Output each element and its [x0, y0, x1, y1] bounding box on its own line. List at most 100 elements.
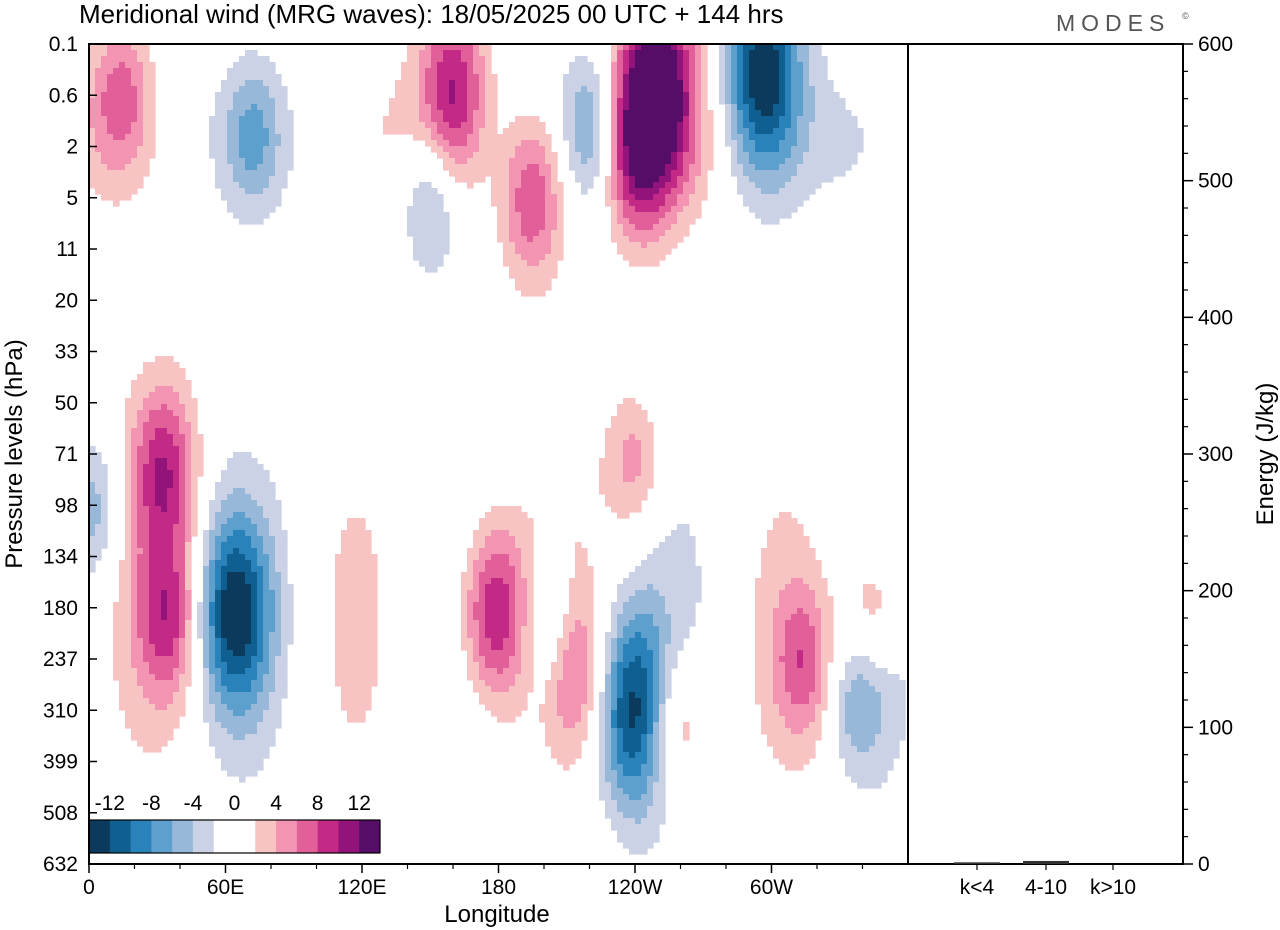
heatmap-cell	[179, 458, 186, 465]
heatmap-cell	[209, 500, 216, 507]
heatmap-cell	[251, 620, 258, 627]
heatmap-cell	[533, 200, 540, 207]
heatmap-cell	[149, 662, 156, 669]
heatmap-cell	[635, 224, 642, 231]
heatmap-cell	[491, 596, 498, 603]
heatmap-cell	[545, 170, 552, 177]
heatmap-cell	[131, 536, 138, 543]
heatmap-cell	[221, 188, 228, 195]
heatmap-cell	[413, 212, 420, 219]
heatmap-cell	[155, 362, 162, 369]
heatmap-cell	[275, 644, 282, 651]
heatmap-cell	[149, 152, 156, 159]
heatmap-cell	[641, 134, 648, 141]
heatmap-cell	[101, 146, 108, 153]
heatmap-cell	[407, 212, 414, 219]
heatmap-cell	[407, 86, 414, 93]
heatmap-cell	[755, 674, 762, 681]
heatmap-cell	[719, 92, 726, 99]
heatmap-cell	[155, 656, 162, 663]
heatmap-cell	[455, 86, 462, 93]
heatmap-cell	[509, 170, 516, 177]
heatmap-cell	[479, 578, 486, 585]
heatmap-cell	[425, 242, 432, 249]
heatmap-cell	[167, 410, 174, 417]
heatmap-cell	[491, 92, 498, 99]
heatmap-cell	[515, 632, 522, 639]
heatmap-cell	[143, 542, 150, 549]
heatmap-cell	[725, 122, 732, 129]
heatmap-cell	[521, 614, 528, 621]
heatmap-cell	[449, 116, 456, 123]
heatmap-cell	[233, 68, 240, 75]
heatmap-cell	[665, 86, 672, 93]
heatmap-cell	[761, 674, 768, 681]
heatmap-cell	[443, 164, 450, 171]
heatmap-cell	[503, 578, 510, 585]
heatmap-cell	[485, 554, 492, 561]
heatmap-cell	[203, 584, 210, 591]
heatmap-cell	[683, 140, 690, 147]
heatmap-cell	[269, 194, 276, 201]
heatmap-cell	[527, 134, 534, 141]
heatmap-cell	[227, 584, 234, 591]
heatmap-cell	[419, 74, 426, 81]
heatmap-cell	[167, 536, 174, 543]
heatmap-cell	[125, 428, 132, 435]
heatmap-cell	[239, 116, 246, 123]
heatmap-cell	[647, 650, 654, 657]
heatmap-cell	[263, 494, 270, 501]
heatmap-cell	[209, 626, 216, 633]
heatmap-cell	[149, 104, 156, 111]
heatmap-cell	[587, 80, 594, 87]
heatmap-cell	[281, 608, 288, 615]
heatmap-cell	[587, 128, 594, 135]
heatmap-cell	[797, 170, 804, 177]
heatmap-cell	[581, 164, 588, 171]
heatmap-cell	[731, 140, 738, 147]
heatmap-cell	[587, 656, 594, 663]
heatmap-cell	[113, 620, 120, 627]
heatmap-cell	[251, 572, 258, 579]
heatmap-cell	[629, 176, 636, 183]
heatmap-cell	[227, 650, 234, 657]
heatmap-cell	[527, 146, 534, 153]
heatmap-cell	[137, 680, 144, 687]
heatmap-cell	[401, 104, 408, 111]
heatmap-cell	[137, 86, 144, 93]
heatmap-cell	[569, 662, 576, 669]
heatmap-cell	[269, 506, 276, 513]
heatmap-cell	[269, 584, 276, 591]
heatmap-cell	[287, 620, 294, 627]
heatmap-cell	[821, 674, 828, 681]
heatmap-cell	[257, 518, 264, 525]
heatmap-cell	[161, 476, 168, 483]
heatmap-cell	[533, 194, 540, 201]
heatmap-cell	[239, 680, 246, 687]
heatmap-cell	[683, 224, 690, 231]
heatmap-cell	[737, 176, 744, 183]
heatmap-cell	[653, 248, 660, 255]
heatmap-cell	[659, 218, 666, 225]
heatmap-cell	[413, 86, 420, 93]
heatmap-cell	[779, 674, 786, 681]
heatmap-cell	[245, 572, 252, 579]
heatmap-cell	[155, 416, 162, 423]
heatmap-cell	[167, 398, 174, 405]
heatmap-cell	[467, 674, 474, 681]
heatmap-cell	[233, 560, 240, 567]
heatmap-cell	[719, 68, 726, 75]
heatmap-cell	[755, 650, 762, 657]
heatmap-cell	[749, 158, 756, 165]
heatmap-cell	[137, 500, 144, 507]
heatmap-cell	[395, 98, 402, 105]
heatmap-cell	[257, 632, 264, 639]
heatmap-cell	[155, 482, 162, 489]
heatmap-cell	[671, 116, 678, 123]
heatmap-cell	[119, 194, 126, 201]
heatmap-cell	[581, 662, 588, 669]
heatmap-cell	[257, 476, 264, 483]
heatmap-cell	[827, 134, 834, 141]
heatmap-cell	[89, 80, 96, 87]
heatmap-cell	[245, 194, 252, 201]
